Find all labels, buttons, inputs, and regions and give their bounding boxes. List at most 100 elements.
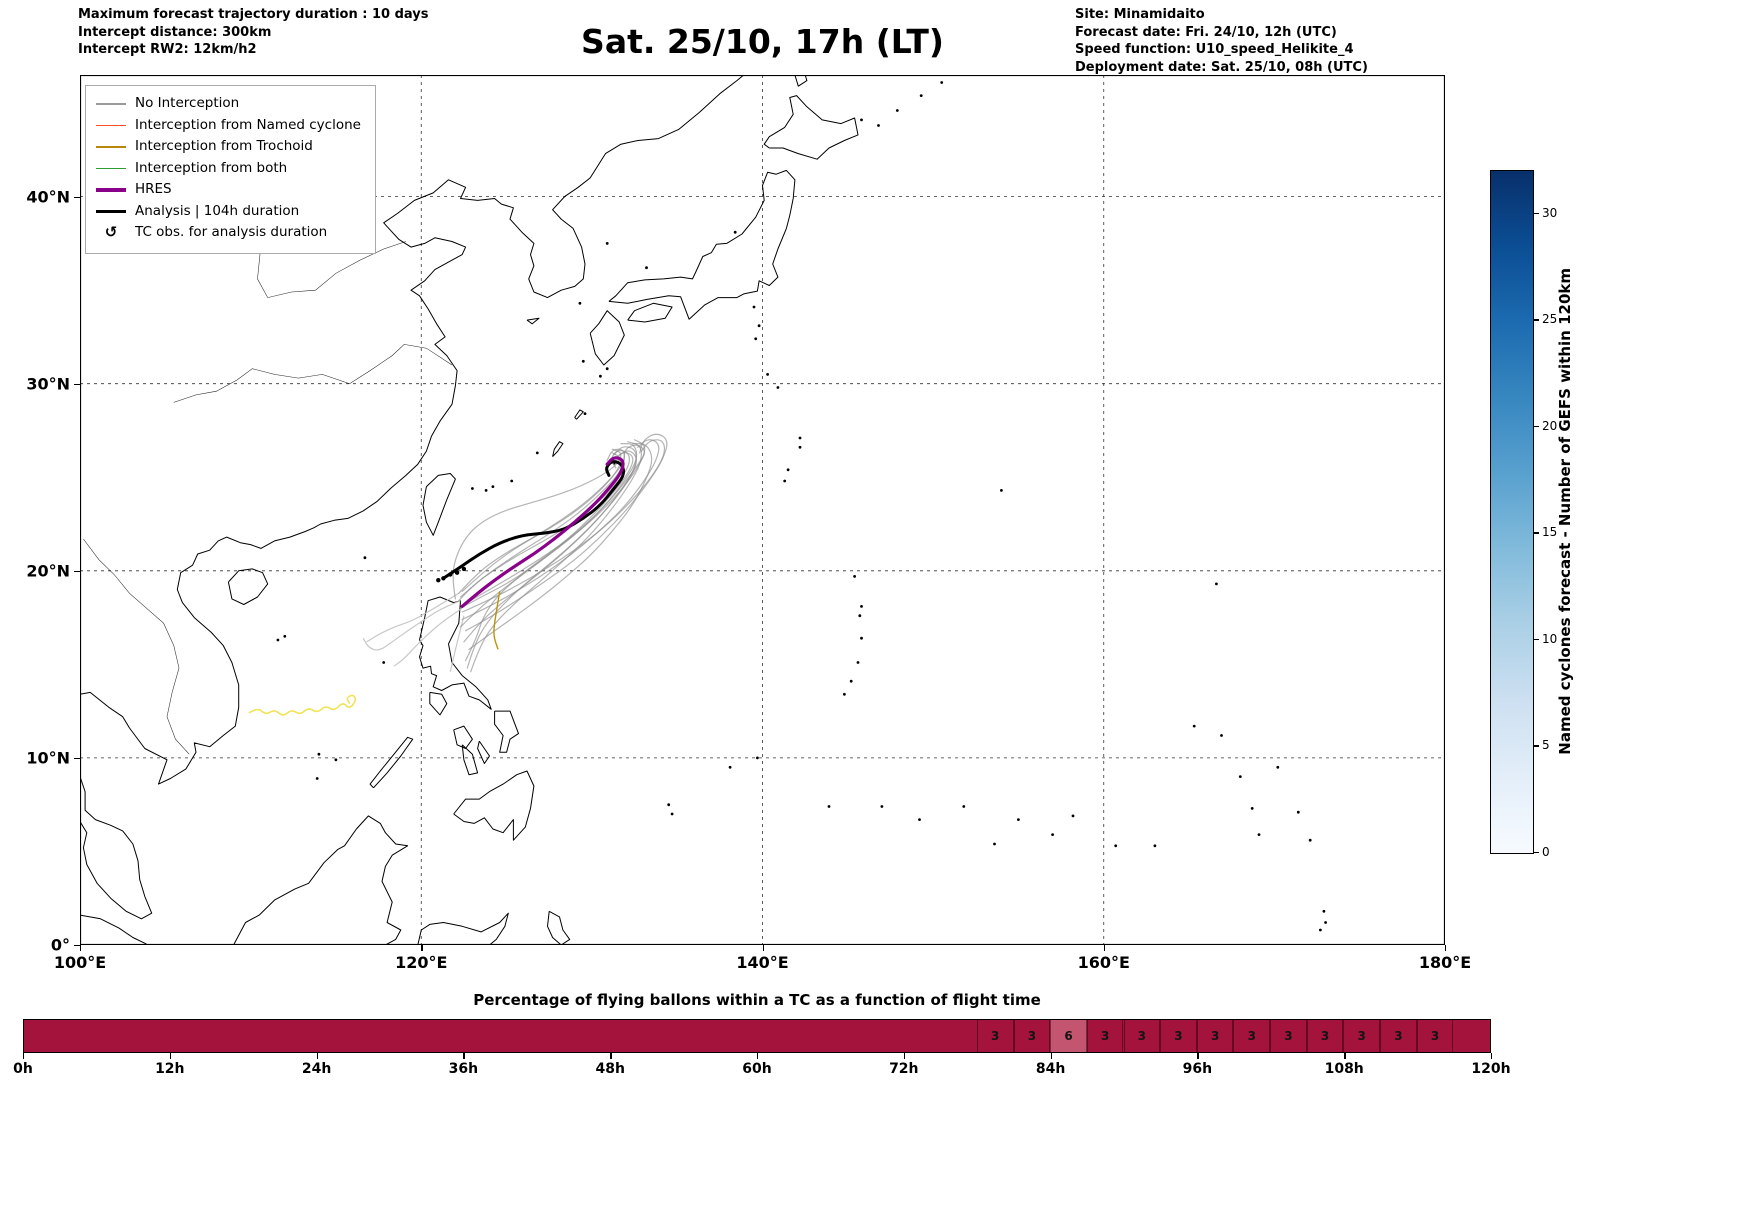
legend-label: Interception from Trochoid	[135, 138, 313, 154]
flight-time-bar-cell: 3	[976, 1020, 1014, 1052]
coastline	[80, 776, 153, 920]
header-right-block: Site: Minamidaito Forecast date: Fri. 24…	[1075, 6, 1368, 76]
flight-time-tick-mark	[1050, 1053, 1052, 1059]
y-axis-tick-mark	[74, 570, 80, 573]
island-dot	[491, 485, 495, 488]
header-left-block: Maximum forecast trajectory duration : 1…	[78, 6, 429, 59]
island-dot	[510, 479, 514, 483]
flight-time-tick-mark	[1197, 1053, 1199, 1059]
speed-function-text: Speed function: U10_speed_Helikite_4	[1075, 42, 1354, 57]
x-axis-tick-label: 180°E	[1418, 953, 1472, 972]
river	[83, 538, 190, 755]
island-dot	[849, 679, 853, 683]
coastline	[552, 441, 564, 458]
y-axis-tick-label: 10°N	[26, 748, 70, 768]
map-panel: No Interception Interception from Named …	[80, 75, 1445, 945]
island-dot	[754, 337, 758, 341]
y-axis-tick-mark	[74, 383, 80, 386]
island-dot	[1017, 818, 1020, 821]
flight-time-tick-label: 12h	[155, 1061, 185, 1077]
flight-time-bar-cell: 3	[1086, 1020, 1124, 1052]
tc-track-trochoid	[248, 694, 357, 716]
coastline	[763, 95, 859, 160]
flight-time-tick-label: 120h	[1471, 1061, 1511, 1077]
trajectory-no-interception	[458, 452, 622, 594]
flight-time-bar-cell: 3	[1416, 1020, 1454, 1052]
island-dot	[363, 556, 367, 560]
island-dot	[858, 614, 862, 618]
coastline	[453, 725, 473, 749]
trochoid-segment	[493, 591, 501, 650]
colorbar-tick-mark	[1533, 212, 1539, 215]
flight-time-tick-mark	[169, 1053, 172, 1059]
x-axis-tick-mark	[421, 945, 423, 951]
legend-line-olive	[96, 146, 126, 148]
flight-time-tick-mark	[23, 1053, 25, 1059]
figure-title: Sat. 25/10, 17h (LT)	[581, 22, 944, 61]
island-dot	[1238, 775, 1242, 778]
coastline	[547, 910, 571, 945]
intercept-distance-text: Intercept distance: 300km	[78, 24, 272, 40]
colorbar	[1490, 170, 1534, 854]
colorbar-axis-label: Named cyclones forecast - Number of GEFS…	[1556, 170, 1574, 852]
island-dot	[918, 818, 921, 821]
analysis-trajectory	[441, 460, 626, 580]
legend-item-analysis: Analysis | 104h duration	[96, 201, 361, 223]
coastline	[574, 409, 584, 420]
island-dot	[471, 487, 474, 490]
map-canvas	[80, 75, 1445, 945]
colorbar-tick-mark	[1533, 638, 1539, 641]
site-text: Site: Minamidaito	[1075, 7, 1205, 22]
trajectory-no-interception-faint	[449, 615, 465, 672]
island-dot	[860, 636, 863, 640]
trajectory-no-interception	[452, 448, 622, 600]
island-dot	[1257, 833, 1261, 836]
flight-time-tick-label: 36h	[448, 1061, 479, 1077]
island-dot	[1276, 765, 1280, 769]
island-dot	[382, 661, 386, 664]
island-dot	[843, 692, 846, 696]
legend-line-orange	[96, 124, 126, 126]
max-duration-text: Maximum forecast trajectory duration : 1…	[78, 7, 429, 22]
island-dot	[860, 605, 863, 608]
island-dot	[484, 489, 488, 492]
legend-label: Interception from Named cyclone	[135, 116, 361, 133]
island-dot	[599, 374, 602, 378]
colorbar-tick-label: 30	[1542, 205, 1558, 220]
island-dot	[1153, 844, 1157, 848]
legend-item-no-interception: No Interception	[96, 93, 361, 115]
colorbar-tick-label: 15	[1542, 525, 1558, 540]
coastline	[794, 75, 808, 87]
legend-line-purple	[96, 187, 126, 192]
flight-time-tick-label: 108h	[1324, 1061, 1364, 1077]
trajectory-no-interception	[465, 433, 668, 632]
trajectory-no-interception	[468, 443, 653, 650]
flight-time-bar-cell: 6	[1050, 1020, 1087, 1052]
legend-item-hres: HRES	[96, 179, 361, 201]
x-axis-tick-label: 120°E	[395, 953, 448, 972]
colorbar-tick-mark	[1533, 319, 1539, 321]
flight-time-bar-cell: 3	[1013, 1020, 1051, 1052]
coastline	[461, 744, 479, 776]
island-dot	[1220, 734, 1223, 737]
colorbar-tick-mark	[1533, 852, 1539, 854]
x-axis-tick-label: 160°E	[1077, 953, 1130, 972]
flight-time-bar-cell: 3	[1196, 1020, 1234, 1052]
coastline	[80, 75, 745, 785]
legend-label: No Interception	[135, 95, 240, 111]
colorbar-tick-label: 5	[1542, 738, 1550, 753]
island-dot	[895, 109, 899, 112]
legend-item-trochoid: Interception from Trochoid	[96, 136, 361, 158]
island-dot	[581, 359, 585, 363]
flight-time-bar-cell: 3	[1233, 1020, 1271, 1052]
legend-label: Analysis | 104h duration	[135, 202, 300, 219]
tc-obs-marker	[454, 570, 460, 575]
island-dot	[1308, 838, 1312, 842]
island-dot	[1324, 921, 1327, 924]
island-dot	[1296, 810, 1300, 814]
tc-obs-symbol-icon: ↺	[104, 223, 118, 241]
y-axis-tick-mark	[74, 945, 80, 947]
trajectory-no-interception	[466, 446, 637, 669]
flight-time-bar-cell: 3	[1160, 1020, 1197, 1052]
trajectory-no-interception	[461, 448, 625, 592]
